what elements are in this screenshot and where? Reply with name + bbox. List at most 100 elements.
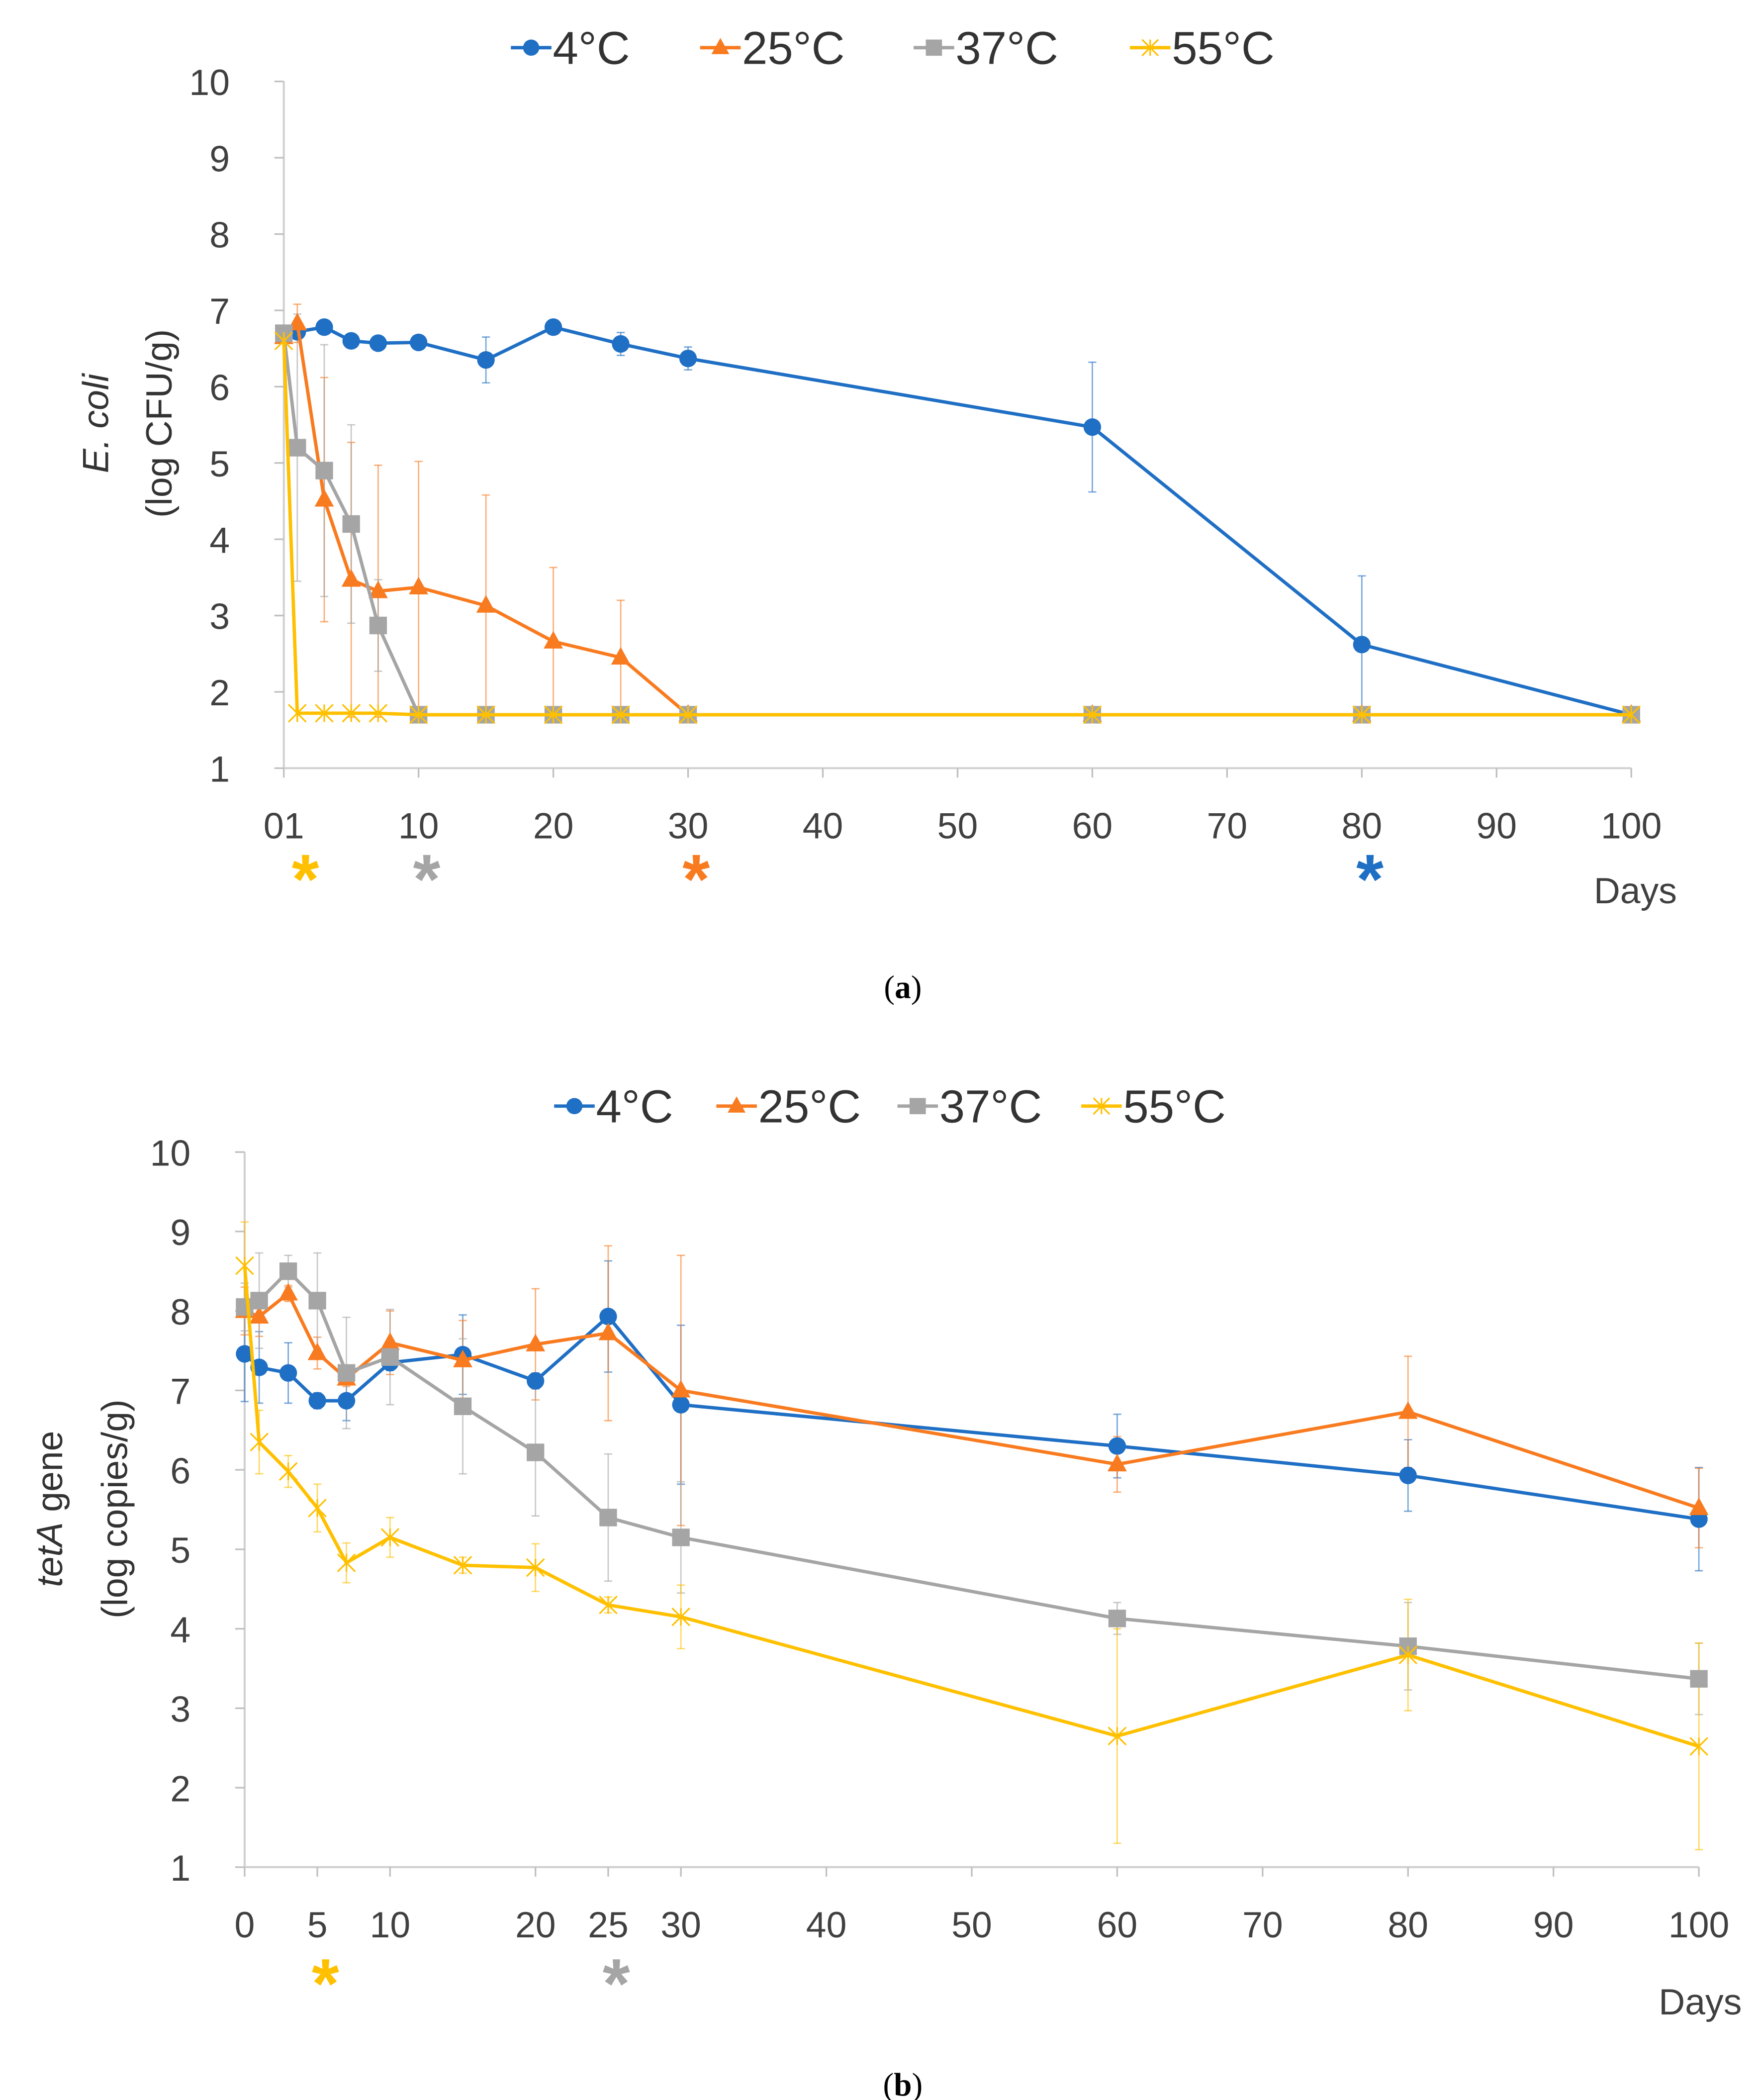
y-axis-title-b: tetA gene (29, 1431, 70, 1587)
data-point (1622, 705, 1641, 724)
legend-item: 4°C (554, 1080, 673, 1132)
error-bars-55°C (240, 1221, 1703, 1851)
chart-panel-b: tetA gene (log copies/g) Days (b) 1 2 3 4 5 6… (29, 1080, 1742, 2100)
data-point (315, 462, 333, 479)
y-tick-label: 1 (209, 749, 230, 790)
data-point (1108, 1437, 1126, 1455)
data-point (453, 1556, 472, 1575)
data-point (1689, 1737, 1708, 1756)
data-point (1108, 1610, 1126, 1627)
error-bars-37°C (240, 1252, 1703, 1716)
data-point (527, 1443, 545, 1461)
data-point (369, 334, 387, 352)
legend-item: 55°C (1081, 1080, 1226, 1132)
data-point (1083, 418, 1102, 436)
x-tick-label: 10 (370, 1905, 411, 1945)
x-tick-label: 01 (264, 806, 304, 847)
data-point (453, 1349, 472, 1367)
data-point (315, 318, 333, 336)
legend-label: 4°C (553, 22, 630, 74)
x-tick-label: 40 (806, 1905, 847, 1945)
data-point (1083, 705, 1102, 724)
data-point (477, 351, 495, 369)
data-point (544, 705, 563, 724)
data-point (544, 318, 562, 336)
x-tick-label: 30 (668, 806, 709, 847)
data-point (337, 1392, 356, 1410)
legend-marker (925, 39, 942, 56)
data-point (250, 1432, 269, 1452)
data-point (381, 1348, 399, 1366)
y-tick-label: 1 (170, 1848, 190, 1889)
y-axis-title-units: (log CFU/g) (139, 329, 180, 518)
data-point (278, 1283, 298, 1301)
x-tick-label: 25 (588, 1905, 629, 1945)
series-25°C (274, 312, 1641, 722)
legend: 4°C 25°C 37°C 55°C (554, 1080, 1226, 1132)
data-point (476, 705, 495, 724)
y-tick-label: 7 (170, 1371, 190, 1412)
data-point (409, 705, 428, 724)
y-axis-title-italic: tetA (29, 1522, 70, 1587)
y-tick-label: 3 (170, 1689, 190, 1730)
x-tick-label: 80 (1342, 806, 1383, 847)
data-point (544, 631, 563, 649)
y-tick-label: 10 (189, 62, 230, 103)
x-tick-label: 40 (803, 806, 843, 847)
data-point (249, 1306, 269, 1324)
x-tick-label: 100 (1668, 1905, 1729, 1945)
data-point (308, 1392, 326, 1410)
significance-asterisk: * (682, 840, 710, 918)
data-point (671, 1380, 691, 1398)
data-point (314, 489, 334, 507)
legend-marker (523, 39, 540, 56)
data-point (279, 1364, 297, 1382)
x-tick-label: 50 (937, 806, 978, 847)
data-point (1399, 1466, 1417, 1484)
x-tick-label: 60 (1097, 1905, 1138, 1945)
x-tick-label: 70 (1242, 1905, 1283, 1945)
legend-label: 4°C (596, 1080, 673, 1132)
legend-item: 25°C (716, 1080, 861, 1132)
legend-label: 55°C (1172, 22, 1274, 74)
legend-marker (566, 1098, 583, 1115)
data-point (454, 1397, 472, 1416)
data-point (308, 1292, 326, 1310)
legend-label: 25°C (742, 22, 844, 74)
y-axis-title-units: (log copies/g) (94, 1399, 135, 1618)
x-tick-label: 10 (398, 806, 439, 847)
data-point (1108, 1726, 1127, 1746)
data-point (279, 1262, 297, 1280)
x-tick-label: 100 (1601, 806, 1662, 847)
x-tick-label: 20 (533, 806, 574, 847)
data-point (369, 704, 388, 723)
legend: 4°C 25°C 37°C 55°C (511, 22, 1275, 74)
data-point (380, 1528, 400, 1547)
data-point (612, 335, 630, 353)
significance-asterisk: * (413, 840, 440, 918)
data-point (1690, 1670, 1708, 1688)
legend-label: 55°C (1123, 1080, 1225, 1132)
y-axis-title-italic: E. coli (75, 373, 116, 473)
data-point (678, 705, 698, 724)
data-point (598, 1323, 618, 1340)
data-point (672, 1396, 690, 1414)
x-tick-label: 70 (1207, 806, 1248, 847)
series-55°C (235, 1256, 1708, 1756)
data-point (307, 1342, 327, 1360)
y-axis-title-a: E. coli (log CFU/g) (75, 329, 180, 518)
significance-asterisk: * (1356, 840, 1384, 918)
data-point (671, 1607, 690, 1626)
x-tick-label: 60 (1072, 806, 1113, 847)
legend-item: 4°C (511, 22, 630, 74)
y-tick-label: 6 (170, 1450, 190, 1491)
x-tick-label: 90 (1476, 806, 1517, 847)
data-point (236, 1345, 254, 1363)
y-tick-label: 5 (209, 444, 230, 484)
significance-asterisk: * (292, 840, 319, 918)
data-point (526, 1334, 546, 1351)
y-tick-label: 10 (150, 1133, 191, 1173)
legend-marker (711, 38, 730, 54)
legend-item: 25°C (700, 22, 844, 74)
data-point (337, 1553, 356, 1572)
